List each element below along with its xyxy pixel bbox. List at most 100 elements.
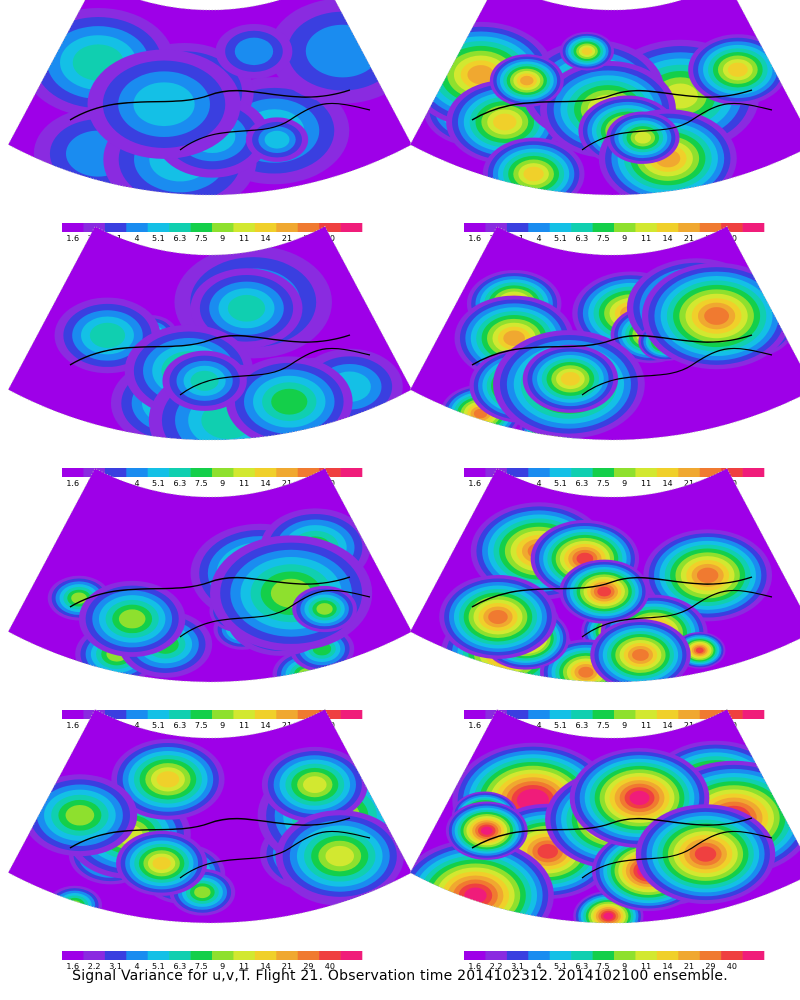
- colorbar-swatch: [62, 468, 84, 477]
- colorbar-swatch: [592, 951, 615, 960]
- colorbar-swatch: [678, 468, 701, 477]
- colorbar-swatch: [340, 951, 363, 960]
- colorbar-swatch: [464, 223, 486, 232]
- map-frame: [7, 225, 413, 441]
- colorbar-swatch: [190, 468, 213, 477]
- figure-caption: Signal Variance for u,v,T. Flight 21. Ob…: [72, 968, 728, 984]
- colorbar-swatch: [254, 710, 277, 719]
- field-contour: [537, 844, 558, 859]
- field-contour: [695, 647, 704, 654]
- colorbar-tick: 5.1: [152, 479, 165, 488]
- colorbar-tick: 21: [684, 479, 694, 488]
- colorbar-swatch: [528, 223, 551, 232]
- colorbar-swatch: [635, 710, 658, 719]
- colorbar-tick: 5.1: [152, 234, 165, 243]
- colorbar-swatch: [699, 223, 722, 232]
- colorbar-tick: 4: [536, 962, 541, 971]
- colorbar-tick: 40: [325, 962, 335, 971]
- colorbar-tick: 6.3: [173, 479, 186, 488]
- colorbar-swatch: [190, 710, 213, 719]
- colorbar-tick: 6.3: [575, 479, 588, 488]
- colorbar-swatch: [464, 710, 486, 719]
- colorbar-swatch: [678, 223, 701, 232]
- field-contour: [560, 372, 580, 386]
- colorbar-tick: 1.6: [468, 962, 481, 971]
- variance-field: [410, 226, 800, 440]
- field-contour: [89, 322, 126, 349]
- colorbar-swatch: [126, 710, 149, 719]
- colorbar-swatch: [276, 223, 299, 232]
- colorbar-tick: 5.1: [554, 721, 567, 730]
- colorbar-swatch: [699, 710, 722, 719]
- colorbar-swatch: [254, 468, 277, 477]
- panel-84h: 2014102312 + 84h1.62.23.145.16.37.591114…: [409, 708, 800, 971]
- colorbar-tick: 5.1: [152, 962, 165, 971]
- colorbar-swatch: [254, 951, 277, 960]
- colorbar-tick: 14: [260, 721, 270, 730]
- map-frame: [7, 708, 413, 924]
- colorbar-tick: 11: [239, 962, 249, 971]
- colorbar-tick: 3.1: [109, 962, 122, 971]
- colorbar-swatch: [656, 710, 679, 719]
- colorbar-swatch: [549, 468, 572, 477]
- colorbar-swatch: [742, 710, 765, 719]
- colorbar-swatch: [721, 223, 743, 232]
- colorbar-tick: 21: [684, 721, 694, 730]
- colorbar-swatch: [614, 951, 636, 960]
- coastline: [179, 589, 371, 638]
- colorbar-tick: 4: [536, 479, 541, 488]
- field-contour: [480, 826, 493, 835]
- field-contour: [65, 805, 95, 826]
- colorbar-tick: 4: [134, 721, 139, 730]
- colorbar-tick: 6.3: [173, 721, 186, 730]
- colorbar-swatch: [190, 951, 213, 960]
- colorbar-swatch: [549, 223, 572, 232]
- field-contour: [305, 24, 380, 78]
- coastline: [179, 347, 371, 396]
- colorbar-swatch: [340, 223, 363, 232]
- field-contour: [64, 897, 85, 913]
- coastline: [471, 576, 753, 608]
- field-contour: [264, 130, 290, 149]
- coastline: [471, 334, 753, 366]
- colorbar-tick: 7.5: [597, 721, 610, 730]
- colorbar-swatch: [614, 468, 636, 477]
- colorbar-swatch: [571, 951, 593, 960]
- colorbar-swatch: [485, 951, 508, 960]
- colorbar-tick: 11: [239, 479, 249, 488]
- colorbar-swatch: [190, 223, 213, 232]
- colorbar-tick: 7.5: [597, 234, 610, 243]
- colorbar-swatch: [340, 468, 363, 477]
- colorbar-swatch: [233, 710, 256, 719]
- colorbar-tick: 7.5: [195, 721, 208, 730]
- colorbar-swatch: [62, 951, 84, 960]
- map-frame: [409, 225, 800, 441]
- coastline: [581, 347, 773, 396]
- colorbar-tick: 29: [303, 962, 313, 971]
- colorbar-swatch: [319, 951, 341, 960]
- colorbar-tick: 9: [622, 721, 627, 730]
- colorbar-swatch: [212, 710, 234, 719]
- field-contour: [133, 82, 195, 127]
- colorbar-swatch: [104, 223, 127, 232]
- colorbar-tick: 29: [705, 962, 715, 971]
- colorbar-swatch: [212, 951, 234, 960]
- colorbar-tick: 1.6: [66, 721, 79, 730]
- field-contour: [704, 307, 730, 325]
- panel-24h: 2014102312 + 24h1.62.23.145.16.37.591114…: [7, 467, 413, 730]
- colorbar-swatch: [276, 468, 299, 477]
- colorbar-swatch: [126, 951, 149, 960]
- colorbar-tick: 7.5: [195, 962, 208, 971]
- field-contour: [325, 845, 355, 867]
- colorbar-tick: 21: [684, 962, 694, 971]
- colorbar-tick: 1.6: [468, 234, 481, 243]
- colorbar-tick: 2.2: [88, 962, 101, 971]
- colorbar-tick: 4: [134, 479, 139, 488]
- colorbar-tick: 21: [282, 721, 292, 730]
- coastline: [581, 102, 773, 151]
- colorbar-tick: 1.6: [468, 479, 481, 488]
- map-frame: [409, 0, 800, 196]
- colorbar-swatch: [319, 710, 341, 719]
- colorbar: 1.6 2.2 3.1 4 5.1 6.3 7.5 9 11 14 21 29 40: [62, 951, 363, 971]
